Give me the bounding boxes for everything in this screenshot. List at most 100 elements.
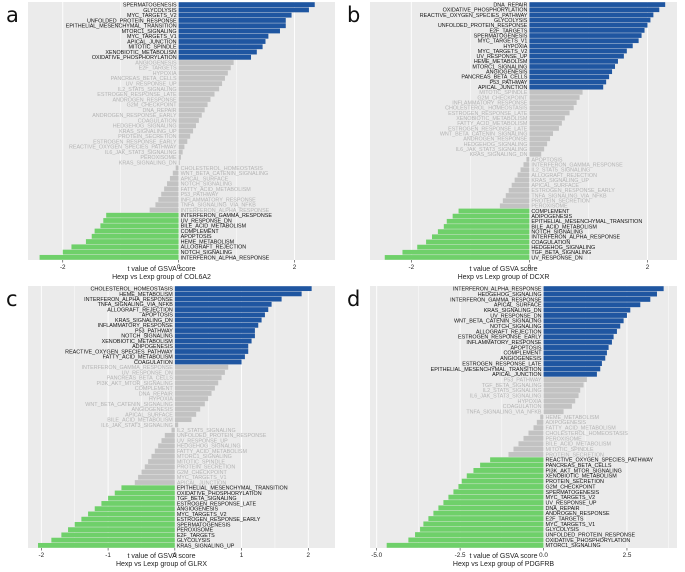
bar-label: INFLAMMATORY_RESPONSE [452,101,528,107]
bar-label: HEDGEHOG_SIGNALING [464,142,528,148]
bar-label: ESTROGEN_RESPONSE_EARLY [531,188,615,194]
bar-label: MYC_TARGETS_V1 [127,34,177,40]
bar-down [433,510,544,516]
bar-label: UV_RESPONSE_UP [476,54,527,60]
bar-ns [161,191,179,197]
bar-ns [174,391,212,396]
bar-ns [164,186,179,192]
bar-down [71,244,179,250]
bar-label: HEME_METABOLISM [119,292,173,298]
bar-label: GLYCOLYSIS [494,18,528,24]
bar-label: CHOLESTEROL_HOMEOSTASIS [91,287,174,293]
bar-up [543,323,621,329]
bar-up [174,354,245,360]
bar-label: INTERFERON_ALPHA_RESPONSE [181,255,270,261]
bar-label: PROTEIN_SECRETION [177,465,236,471]
bar-ns [529,136,551,142]
bar-down [437,229,530,234]
bar-down [466,473,544,479]
bar-label: INFLAMMATORY_RESPONSE [466,340,542,346]
bar-down [452,213,530,219]
bar-ns [178,123,196,129]
bar-label: PANCREAS_BETA_CELLS [107,376,173,382]
bar-label: INFLAMMATORY_RESPONSE [98,323,174,329]
bar-label: ESTROGEN_RESPONSE_LATE [97,92,177,98]
bar-down [448,494,544,500]
bar-down [103,218,179,223]
x-axis-title: t value of GSVA score [128,553,196,560]
bar-ns [529,110,570,116]
bar-ns [508,187,530,193]
bar-label: MTORC1_SIGNALING [122,29,177,35]
bar-down [402,249,530,255]
bar-down [423,521,544,527]
panel-a: a SPERMATOGENESISGLYCOLYSISMYC_TARGETS_V2… [6,2,335,281]
bar-label: NOTCH_SIGNALING [181,182,233,188]
bar-label: ANGIOGENESIS [131,407,173,413]
bar-label: UNFOLDED_PROTEIN_RESPONSE [546,533,636,539]
bar-up [529,22,648,28]
bar-label: WNT_BETA_CATENIN_SIGNALING [181,171,269,177]
panel-letter: d [347,287,360,311]
bar-label: OXIDATIVE_PHOSPHORYLATION [177,491,262,497]
bar-up [529,12,654,18]
bar-label: BILE_ACID_METABOLISM [181,224,247,230]
bar-label: DNA_REPAIR [143,108,177,114]
bar-label: FATTY_ACID_METABOLISM [181,187,252,193]
bar-label: IL6_JAK_STAT3_SIGNALING [101,423,173,429]
bar-label: PI3K_AKT_MTOR_SIGNALING [546,468,622,474]
bar-ns [178,144,185,150]
bar-up [529,74,610,80]
bar-down [101,501,175,506]
bar-down [94,228,179,234]
bar-label: COMPLEMENT [531,209,570,215]
x-tick-label: 2.5 [623,552,632,559]
bar-ns [508,451,544,457]
bar-ns [178,118,199,123]
bar-up [529,64,616,69]
bar-down [114,490,175,496]
bar-label: G2M_CHECKPOINT [127,103,178,109]
x-tick-label: 0 [173,552,177,559]
bar-down [51,537,175,543]
panel-letter: a [6,3,19,27]
bar-up [529,17,651,23]
bar-down [420,526,544,532]
bar-label: PEROXISOME [546,436,583,442]
panel-b: b DNA_REPAIROXIDATIVE_PHOSPHORYLATIONREAC… [347,2,677,281]
bar-down [490,457,544,463]
bar-ns [543,403,572,409]
bar-label: INTERFERON_ALPHA_RESPONSE [181,208,270,214]
bar-down [62,249,179,255]
bar-ns [529,95,580,100]
bar-up [529,33,642,38]
bar-ns [138,474,175,480]
bar-label: DNA_REPAIR [493,2,527,8]
bar-label: ALLOGRAFT_REJECTION [476,329,542,335]
bar-ns [169,175,179,181]
bar-ns [172,170,179,176]
bar-label: KRAS_SIGNALING_DN [470,152,528,158]
bar-up [529,43,633,49]
x-axis-title: t value of GSVA score [470,266,538,273]
bar-ns [174,385,215,391]
bar-label: APOPTOSIS [510,345,541,351]
bar-ns [178,60,234,65]
bar-label: IL2_STAT5_SIGNALING [483,388,542,394]
bar-label: MYC_TARGETS_V1 [546,522,596,528]
x-axis-subtitle: Hexp vs Lexp group of COL6A2 [112,274,211,281]
bar-label: KRAS_SIGNALING_UP [119,129,177,135]
bar-ns [149,207,179,213]
bar-ns [178,112,202,118]
bar-label: OXIDATIVE_PHOSPHORYLATION [92,55,177,61]
x-tick-label: 0.0 [539,552,548,559]
bar-label: INTERFERON_ALPHA_RESPONSE [84,297,173,303]
bar-up [178,33,269,39]
bar-label: E2F_TARGETS [177,533,215,539]
bar-up [529,58,618,64]
bar-label: MTORC1_SIGNALING [546,543,601,549]
bar-label: E2F_TARGETS [489,28,527,34]
bar-label: UV_RESPONSE_DN [490,313,541,319]
bar-up [543,350,607,356]
bar-ns [529,105,574,111]
